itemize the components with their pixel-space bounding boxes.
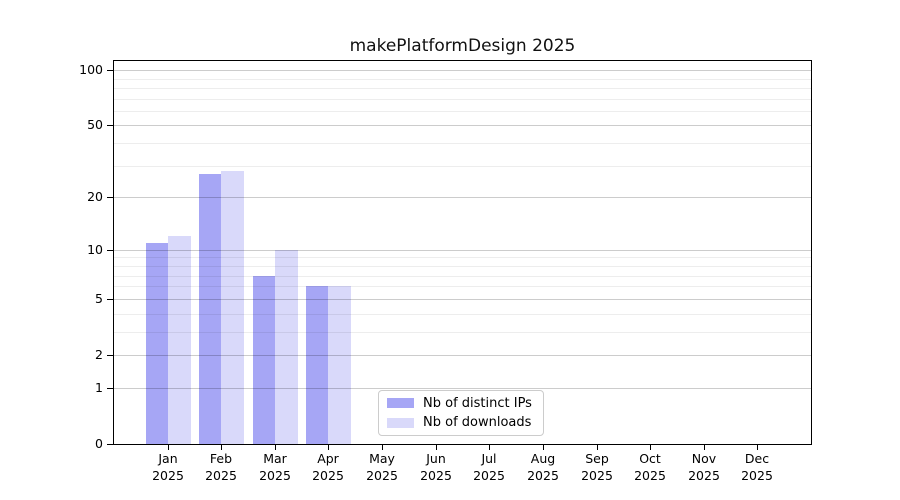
bar-mar-downloads — [275, 249, 298, 444]
x-tick-mark — [275, 445, 276, 450]
y-tick-mark — [107, 197, 113, 198]
bar-apr-distinct-ips — [305, 286, 328, 444]
y-tick-mark — [107, 250, 113, 251]
legend-label-downloads: Nb of downloads — [423, 415, 532, 431]
major-gridline — [114, 388, 811, 389]
x-tick-label-nov: Nov 2025 — [688, 451, 720, 483]
legend-swatch-downloads — [387, 417, 414, 428]
minor-gridline — [114, 143, 811, 144]
minor-gridline — [114, 276, 811, 277]
bar-feb-distinct-ips — [198, 174, 221, 444]
y-tick-label: 5 — [95, 291, 103, 306]
bar-mar-distinct-ips — [252, 275, 275, 444]
major-gridline — [114, 70, 811, 71]
minor-gridline — [114, 266, 811, 267]
y-tick-label: 1 — [95, 380, 103, 395]
y-tick-mark — [107, 444, 113, 445]
y-tick-mark — [107, 388, 113, 389]
major-gridline — [114, 355, 811, 356]
y-tick-label: 2 — [95, 347, 103, 362]
minor-gridline — [114, 88, 811, 89]
y-tick-label: 10 — [87, 242, 103, 257]
y-tick-label: 20 — [87, 189, 103, 204]
x-tick-mark — [436, 445, 437, 450]
y-tick-mark — [107, 125, 113, 126]
y-tick-label: 100 — [79, 62, 103, 77]
y-tick-mark — [107, 70, 113, 71]
minor-gridline — [114, 314, 811, 315]
x-tick-label-oct: Oct 2025 — [634, 451, 666, 483]
x-tick-mark — [543, 445, 544, 450]
x-tick-mark — [704, 445, 705, 450]
x-tick-label-dec: Dec 2025 — [741, 451, 773, 483]
x-tick-mark — [168, 445, 169, 450]
y-tick-mark — [107, 355, 113, 356]
x-tick-label-feb: Feb 2025 — [205, 451, 237, 483]
x-tick-mark — [650, 445, 651, 450]
legend-label-distinct-ips: Nb of distinct IPs — [423, 395, 532, 411]
major-gridline — [114, 250, 811, 251]
x-tick-label-may: May 2025 — [366, 451, 398, 483]
minor-gridline — [114, 79, 811, 80]
y-tick-label: 0 — [95, 436, 103, 451]
x-tick-mark — [597, 445, 598, 450]
minor-gridline — [114, 332, 811, 333]
x-tick-label-apr: Apr 2025 — [312, 451, 344, 483]
x-tick-mark — [382, 445, 383, 450]
x-tick-mark — [328, 445, 329, 450]
major-gridline — [114, 197, 811, 198]
x-tick-mark — [757, 445, 758, 450]
x-tick-label-aug: Aug 2025 — [527, 451, 559, 483]
bar-feb-downloads — [221, 171, 244, 444]
x-tick-mark — [221, 445, 222, 450]
x-tick-label-sep: Sep 2025 — [581, 451, 613, 483]
y-tick-mark — [107, 299, 113, 300]
x-tick-label-jul: Jul 2025 — [473, 451, 505, 483]
x-tick-mark — [489, 445, 490, 450]
minor-gridline — [114, 257, 811, 258]
x-tick-label-mar: Mar 2025 — [259, 451, 291, 483]
legend: Nb of distinct IPs Nb of downloads — [378, 390, 544, 436]
major-gridline — [114, 299, 811, 300]
y-tick-label: 50 — [87, 117, 103, 132]
bar-apr-downloads — [328, 286, 351, 444]
x-tick-label-jan: Jan 2025 — [152, 451, 184, 483]
legend-item-downloads: Nb of downloads — [387, 415, 535, 432]
minor-gridline — [114, 99, 811, 100]
legend-item-distinct-ips: Nb of distinct IPs — [387, 395, 535, 412]
bar-jan-downloads — [168, 236, 191, 444]
x-tick-label-jun: Jun 2025 — [420, 451, 452, 483]
minor-gridline — [114, 166, 811, 167]
legend-swatch-distinct-ips — [387, 398, 414, 409]
minor-gridline — [114, 286, 811, 287]
chart-title: makePlatformDesign 2025 — [349, 36, 576, 56]
minor-gridline — [114, 111, 811, 112]
major-gridline — [114, 125, 811, 126]
bar-jan-distinct-ips — [145, 242, 168, 444]
